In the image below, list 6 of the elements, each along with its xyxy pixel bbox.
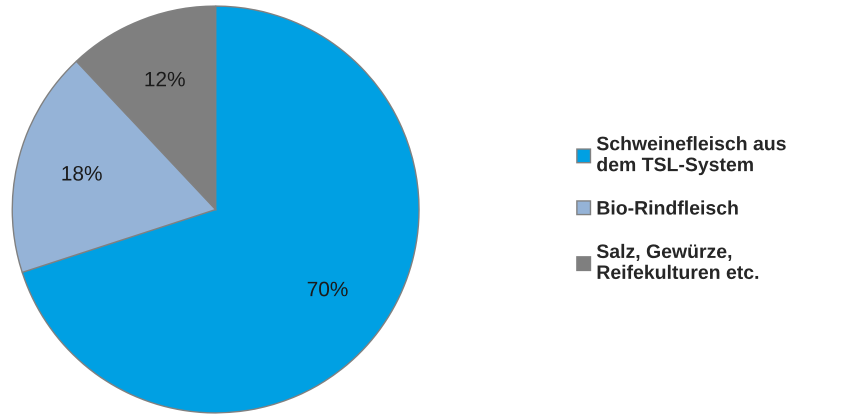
legend-label: Bio-Rindfleisch	[598, 200, 738, 215]
data-label: 18%	[62, 166, 102, 181]
data-label: 12%	[145, 72, 185, 86]
data-label: 70%	[308, 282, 348, 296]
legend-label: Schweinefleisch aus dem TSL-System	[596, 136, 786, 176]
legend-label: Salz, Gewürze, Reifekulturen etc.	[596, 244, 758, 280]
